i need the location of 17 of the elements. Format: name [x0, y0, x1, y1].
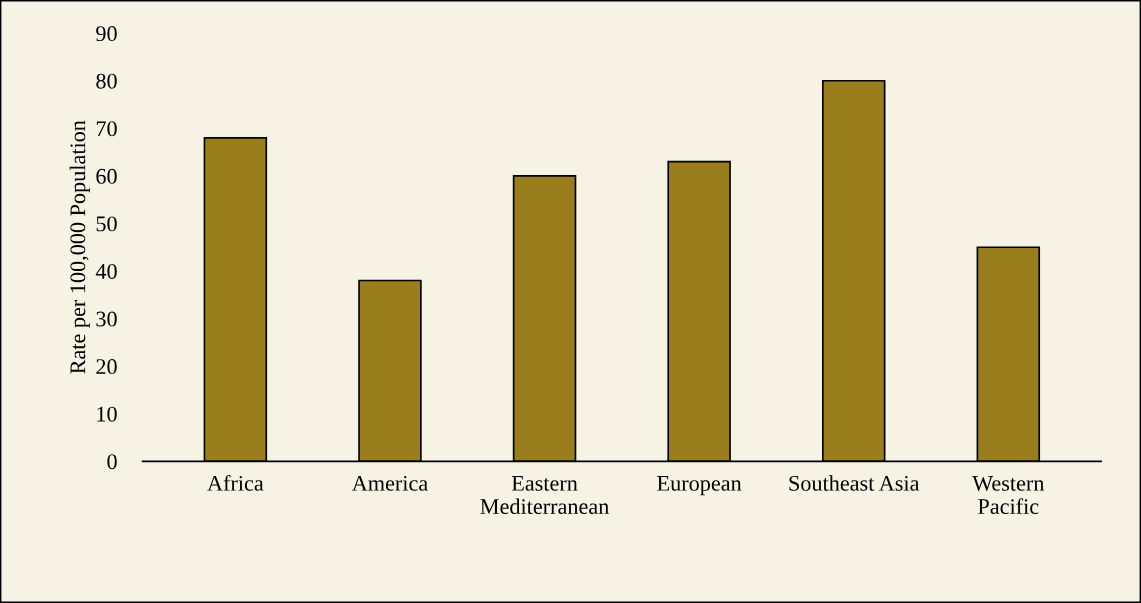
- y-tick-label: 90: [96, 26, 117, 42]
- x-tick-label: Western Pacific: [972, 476, 1045, 515]
- x-tick-label: America: [351, 475, 428, 491]
- y-tick-label: 60: [96, 168, 117, 184]
- x-tick-label: Eastern Mediterranean: [480, 476, 609, 515]
- x-tick-label: Africa: [207, 474, 264, 491]
- y-tick-label: 40: [95, 263, 117, 279]
- y-tick-label: 50: [96, 216, 117, 232]
- x-tick-label: Southeast Asia: [789, 475, 920, 491]
- y-axis-title: Rate per 100,000 Population: [69, 120, 90, 374]
- y-tick-label: 30: [96, 311, 117, 327]
- y-tick-label: 10: [97, 406, 117, 422]
- y-tick-label: 20: [96, 359, 117, 375]
- y-tick-label: 70: [96, 121, 117, 137]
- y-tick-label: 80: [96, 73, 117, 89]
- y-tick-label: 0: [107, 454, 117, 470]
- x-tick-label: European: [657, 476, 742, 496]
